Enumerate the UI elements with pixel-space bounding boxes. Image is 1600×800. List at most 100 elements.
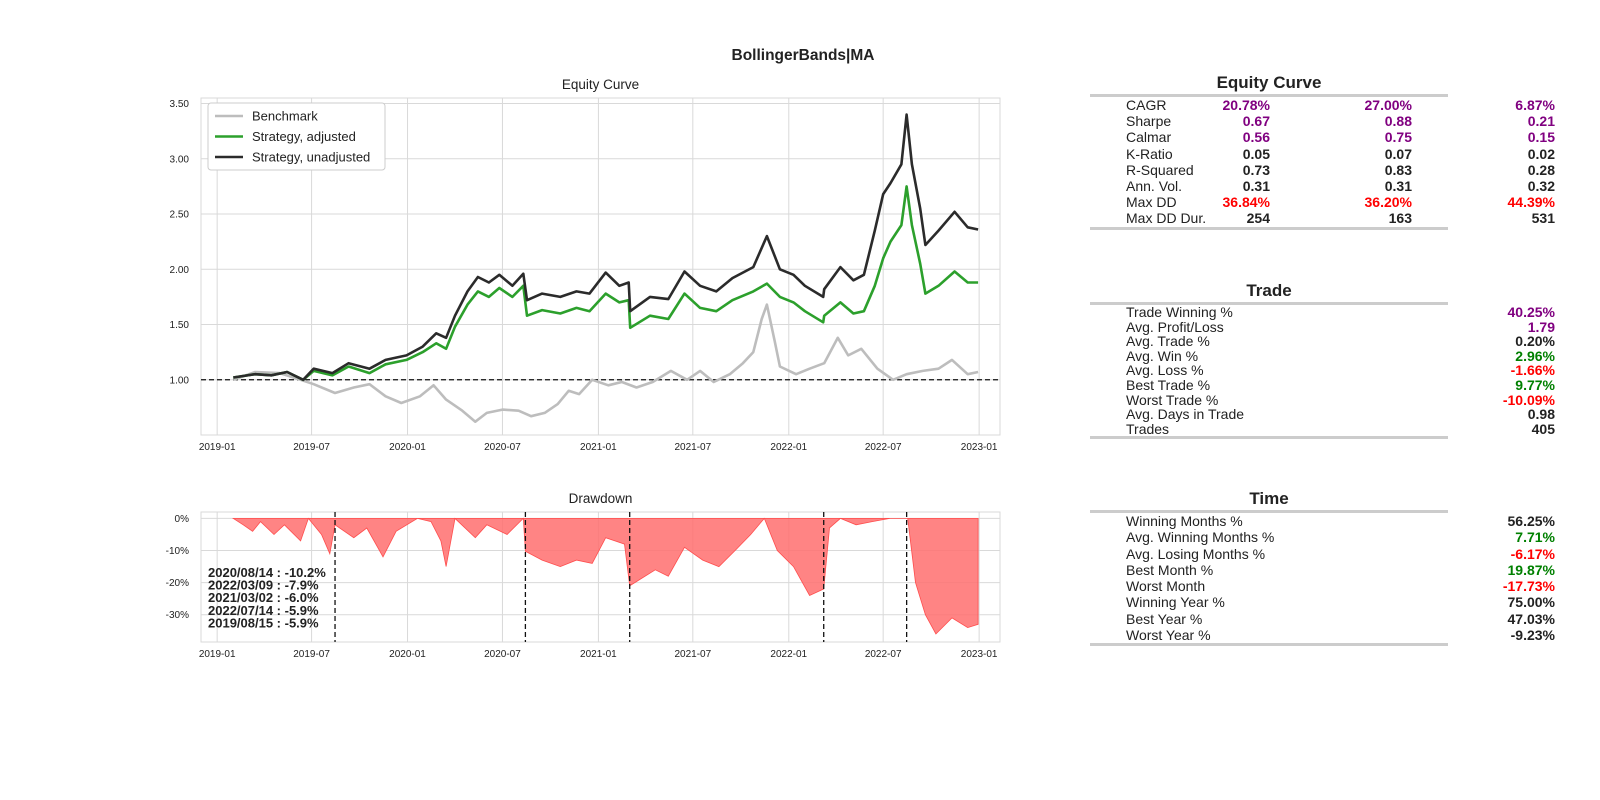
strategy-adjusted-line xyxy=(233,185,979,382)
stat-row: Sharpe 0.67 0.88 0.21 xyxy=(1090,113,1555,130)
stat-row: Avg. Winning Months % 7.71% xyxy=(1090,529,1555,546)
stat-value: -1.66% xyxy=(1510,362,1555,379)
stat-value: 0.31 xyxy=(1384,177,1412,194)
stat-row: Best Month % 19.87% xyxy=(1090,562,1555,578)
stat-row: Max DD 36.84% 36.20% 44.39% xyxy=(1090,194,1555,211)
stat-label: Worst Month xyxy=(1126,578,1206,595)
x-tick-label: 2019-01 xyxy=(199,442,236,453)
legend-label: Benchmark xyxy=(252,109,318,124)
x-tick-label: 2020-07 xyxy=(484,442,521,453)
stat-value: 531 xyxy=(1531,210,1555,227)
plot-frame xyxy=(200,97,1001,436)
stat-value: 36.84% xyxy=(1222,194,1270,211)
plot-frame xyxy=(200,511,1001,643)
stat-value: -6.17% xyxy=(1510,545,1555,562)
stat-label: CAGR xyxy=(1126,97,1167,113)
x-tick-label: 2022-07 xyxy=(865,442,902,453)
chart-title: Equity Curve xyxy=(562,77,639,92)
stat-label: Avg. Win % xyxy=(1126,347,1199,364)
stat-value: 36.20% xyxy=(1364,194,1412,211)
stat-value: 19.87% xyxy=(1507,561,1555,578)
stat-value: 163 xyxy=(1388,210,1412,227)
legend-label: Strategy, unadjusted xyxy=(252,150,370,165)
legend-box xyxy=(207,102,386,171)
stat-row: Winning Months % 56.25% xyxy=(1090,513,1555,529)
stat-value: 40.25% xyxy=(1507,304,1555,320)
stat-value: 0.56 xyxy=(1242,129,1270,146)
x-tick-label: 2019-07 xyxy=(293,649,330,660)
stat-value: 9.77% xyxy=(1515,376,1555,393)
stat-row: CAGR 20.78% 27.00% 6.87% xyxy=(1090,97,1555,113)
stat-value: 56.25% xyxy=(1507,513,1555,529)
stat-label: Trades xyxy=(1126,420,1170,437)
stat-value: 20.78% xyxy=(1222,97,1270,113)
x-tick-label: 2022-01 xyxy=(770,649,807,660)
stat-row: Avg. Days in Trade 0.98 xyxy=(1090,407,1555,422)
stat-row: Trades 405 xyxy=(1090,420,1555,437)
stat-label: Best Trade % xyxy=(1126,376,1211,393)
x-tick-label: 2020-01 xyxy=(389,649,426,660)
stat-row: Max DD Dur. 254 163 531 xyxy=(1090,210,1555,227)
x-tick-label: 2023-01 xyxy=(961,649,998,660)
y-tick-label: 2.00 xyxy=(170,265,190,276)
stat-label: Ann. Vol. xyxy=(1126,177,1183,194)
table-top-rule xyxy=(1090,94,1448,97)
stat-row: R-Squared 0.73 0.83 0.28 xyxy=(1090,161,1555,178)
stat-value: 47.03% xyxy=(1507,610,1555,627)
y-tick-label: 1.50 xyxy=(170,320,190,331)
drawdown-annotation: 2022/07/14 : -5.9% xyxy=(208,603,319,618)
stat-value: 0.20% xyxy=(1515,333,1555,350)
table-bottom-rule xyxy=(1090,226,1448,230)
stat-value: 0.83 xyxy=(1384,161,1412,178)
stat-row: Calmar 0.56 0.75 0.15 xyxy=(1090,129,1555,146)
figure-title: BollingerBands|MA xyxy=(732,47,875,64)
stat-value: 1.79 xyxy=(1527,318,1555,335)
x-tick-label: 2022-07 xyxy=(865,649,902,660)
stat-value: 7.71% xyxy=(1515,529,1555,546)
stat-row: Ann. Vol. 0.31 0.31 0.32 xyxy=(1090,177,1555,194)
stat-label: Max DD Dur. xyxy=(1126,210,1207,227)
stat-value: 0.02 xyxy=(1527,145,1555,162)
trade-stats-table: Trade Trade Winning % 40.25% Avg. Profit/L… xyxy=(1090,280,1555,440)
stat-label: Avg. Profit/Loss xyxy=(1126,318,1224,335)
y-tick-label: -20% xyxy=(166,578,189,589)
stat-row: Trade Winning % 40.25% xyxy=(1090,304,1555,320)
y-tick-label: 2.50 xyxy=(170,210,190,221)
y-tick-label: 0% xyxy=(175,514,190,525)
stat-row: Best Year % 47.03% xyxy=(1090,611,1555,627)
stat-value: 0.67 xyxy=(1242,113,1270,130)
drawdown-annotation: 2022/03/09 : -7.9% xyxy=(208,578,319,593)
y-tick-label: 1.00 xyxy=(170,375,190,386)
stat-value: 6.87% xyxy=(1515,97,1555,113)
stat-value: 0.15 xyxy=(1527,129,1555,146)
x-tick-label: 2019-07 xyxy=(293,442,330,453)
x-tick-label: 2021-07 xyxy=(674,442,711,453)
x-tick-label: 2021-01 xyxy=(580,442,617,453)
x-tick-label: 2019-01 xyxy=(199,649,236,660)
stat-value: 2.96% xyxy=(1515,347,1555,364)
stat-value: 75.00% xyxy=(1507,594,1555,611)
stat-row: Worst Month -17.73% xyxy=(1090,578,1555,595)
stat-row: Avg. Win % 2.96% xyxy=(1090,347,1555,364)
stat-value: 0.05 xyxy=(1242,145,1270,162)
table-top-rule xyxy=(1090,302,1448,305)
stat-value: -10.09% xyxy=(1502,391,1555,408)
time-stats-table: Time Winning Months % 56.25% Avg. Winning … xyxy=(1090,488,1555,647)
y-tick-label: 3.50 xyxy=(170,99,190,110)
stat-label: Worst Year % xyxy=(1126,627,1211,644)
equity-stats-title: Equity Curve xyxy=(1216,73,1322,92)
benchmark-line xyxy=(232,303,979,424)
y-tick-label: -30% xyxy=(166,610,189,621)
stat-row: K-Ratio 0.05 0.07 0.02 xyxy=(1090,145,1555,162)
legend-label: Strategy, adjusted xyxy=(252,129,356,144)
stat-row: Avg. Profit/Loss 1.79 xyxy=(1090,318,1555,335)
stat-row: Avg. Losing Months % -6.17% xyxy=(1090,546,1555,562)
equity-stats-rows: CAGR 20.78% 27.00% 6.87% Sharpe 0.67 0.88 0.21 C… xyxy=(1090,97,1555,227)
drawdown-annotation: 2020/08/14 : -10.2% xyxy=(208,565,326,580)
stat-value: 405 xyxy=(1531,420,1555,437)
stat-value: -17.73% xyxy=(1502,578,1555,595)
stat-label: Avg. Winning Months % xyxy=(1126,529,1275,546)
stat-row: Worst Year % -9.23% xyxy=(1090,627,1555,644)
stat-label: Trade Winning % xyxy=(1126,304,1233,320)
stat-label: Avg. Trade % xyxy=(1126,333,1210,350)
